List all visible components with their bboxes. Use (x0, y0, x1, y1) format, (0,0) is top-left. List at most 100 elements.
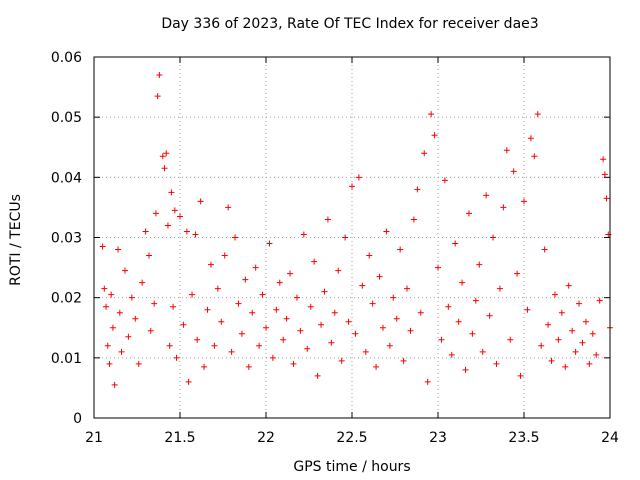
data-point (252, 264, 259, 271)
data-point (503, 147, 510, 154)
data-point (459, 279, 466, 286)
data-point (201, 363, 208, 370)
x-axis: 21 21.5 22 22.5 23 23.5 24 (85, 57, 619, 446)
data-point (349, 183, 355, 190)
y-tick-label: 0.03 (51, 231, 82, 247)
data-point (448, 351, 455, 358)
data-point (438, 336, 445, 343)
data-point (161, 165, 168, 172)
data-point (106, 360, 113, 367)
data-point (486, 312, 493, 319)
data-point (235, 300, 242, 307)
data-point (211, 342, 218, 349)
data-point (321, 288, 328, 295)
data-point (479, 348, 486, 355)
y-tick-label: 0.05 (51, 110, 82, 126)
data-point (452, 240, 459, 247)
data-point (500, 204, 507, 211)
data-point (166, 342, 173, 349)
data-point (407, 327, 414, 334)
data-point (139, 279, 146, 286)
data-point (383, 228, 390, 235)
data-point (524, 306, 531, 313)
y-axis-label: ROTI / TECUs (8, 194, 24, 286)
data-point (249, 309, 256, 316)
y-tick-label: 0 (73, 411, 82, 427)
data-point (579, 339, 586, 346)
data-point (214, 285, 221, 292)
data-point (431, 132, 438, 139)
data-point (445, 303, 452, 310)
data-point (185, 378, 192, 385)
data-point (194, 336, 201, 343)
data-point (589, 330, 596, 337)
data-point (490, 234, 497, 241)
data-point (507, 336, 514, 343)
y-tick-label: 0.04 (51, 170, 82, 186)
data-point (183, 228, 190, 235)
data-point (99, 243, 106, 250)
data-point (242, 276, 249, 283)
data-point (521, 198, 527, 205)
y-tick-label: 0.01 (51, 351, 82, 367)
data-point (171, 207, 178, 214)
data-point (273, 306, 280, 313)
data-point (582, 318, 589, 325)
data-point (435, 264, 441, 271)
data-point (414, 186, 421, 193)
data-point (111, 381, 118, 388)
data-point (207, 261, 214, 268)
data-point (565, 282, 572, 289)
data-point (428, 111, 435, 118)
y-tick-label: 0.06 (51, 50, 82, 66)
data-point (476, 261, 483, 268)
data-point (245, 363, 252, 370)
data-point (562, 363, 569, 370)
data-point (189, 291, 196, 298)
data-point (225, 204, 232, 211)
y-axis: 0 0.01 0.02 0.03 0.04 0.05 0.06 (51, 50, 610, 427)
data-point (287, 270, 294, 277)
data-point (259, 291, 266, 298)
data-point (168, 189, 175, 196)
data-point (362, 348, 369, 355)
data-point (311, 258, 318, 265)
data-point (314, 372, 321, 379)
x-tick-label: 23.5 (508, 430, 539, 446)
data-point (493, 360, 500, 367)
data-point (397, 246, 404, 253)
x-tick-label: 24 (601, 430, 619, 446)
data-point (115, 246, 122, 253)
data-point (263, 324, 269, 331)
data-point (103, 303, 110, 310)
data-point (101, 285, 108, 292)
data-point (132, 315, 139, 322)
data-point (318, 321, 325, 328)
data-point (510, 168, 517, 175)
data-point (170, 303, 177, 310)
data-point (404, 285, 411, 292)
data-point (400, 357, 407, 364)
data-point (297, 327, 304, 334)
data-point (576, 300, 583, 307)
data-point (545, 321, 552, 328)
data-point (417, 309, 424, 316)
data-point (496, 285, 503, 292)
data-point (472, 297, 479, 304)
data-point (462, 366, 469, 373)
data-point (276, 279, 283, 286)
data-point (238, 330, 245, 337)
x-tick-label: 21 (85, 430, 103, 446)
data-points (99, 72, 613, 388)
data-point (304, 345, 311, 352)
data-point (125, 333, 132, 340)
data-point (603, 195, 610, 202)
data-point (331, 309, 338, 316)
data-point (177, 213, 183, 220)
data-point (534, 111, 541, 118)
data-point (359, 282, 366, 289)
data-point (572, 348, 579, 355)
grid-lines (94, 57, 610, 418)
data-point (104, 342, 111, 349)
